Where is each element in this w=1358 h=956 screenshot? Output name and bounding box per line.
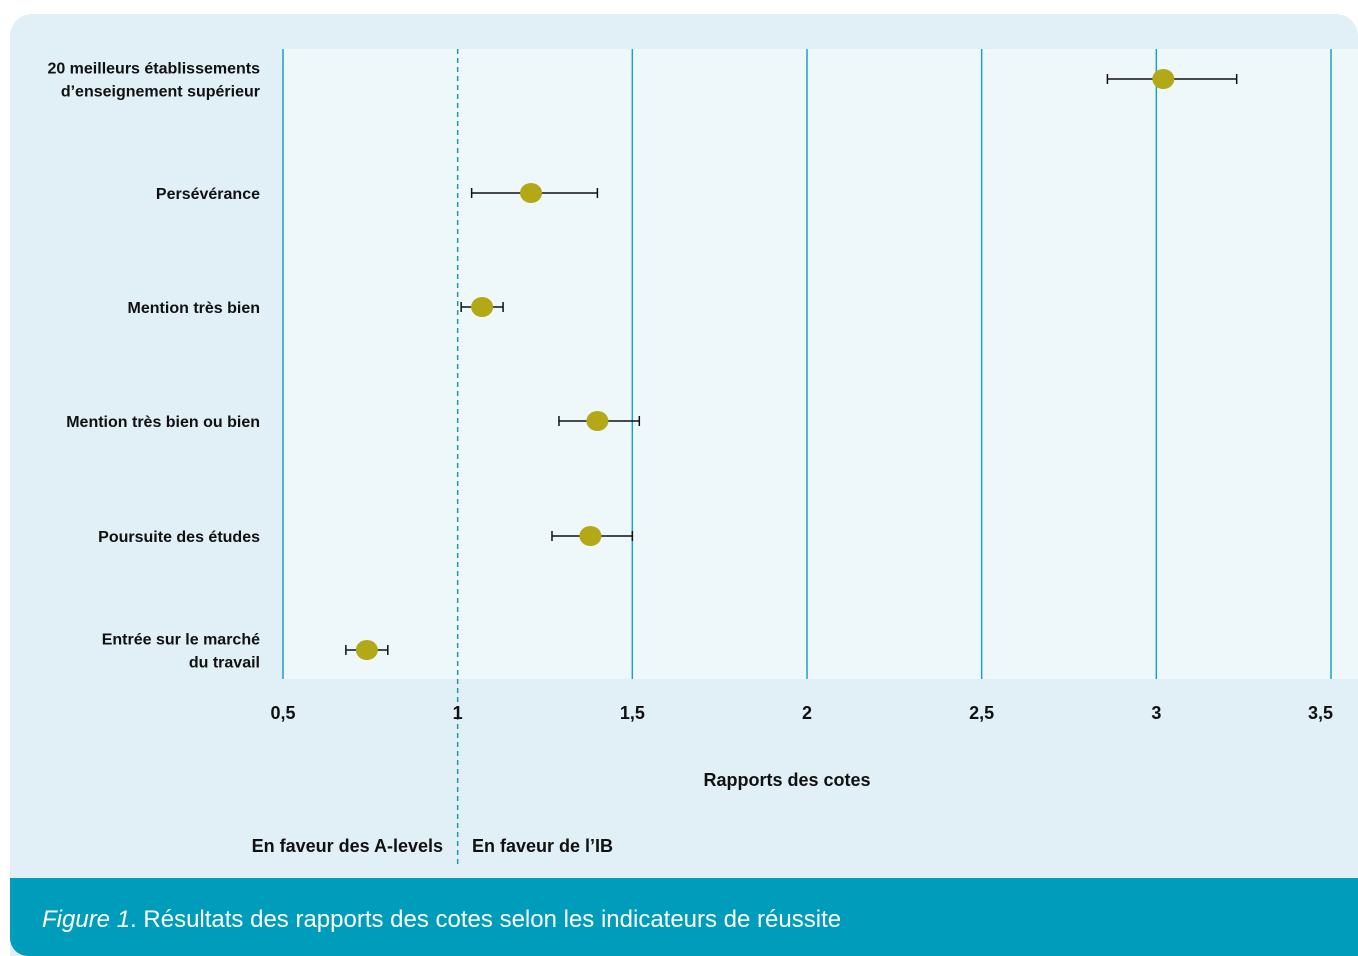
category-label-line: Mention très bien: [128, 300, 260, 317]
category-label: 20 meilleurs établissements d’enseignemen…: [47, 61, 260, 101]
x-tick-label: 3,5: [1308, 703, 1333, 723]
category-label-line: Entrée sur le marché: [102, 632, 260, 649]
category-label-line: Persévérance: [156, 186, 260, 203]
data-point: [345, 640, 389, 660]
data-point: [551, 526, 634, 546]
x-tick-label: 1: [453, 703, 463, 723]
data-point: [558, 411, 641, 431]
point-marker: [586, 411, 609, 431]
x-tick-label: 3: [1151, 703, 1161, 723]
category-label-line: d’enseignement supérieur: [61, 84, 260, 101]
category-label: Mention très bien ou bien: [66, 414, 260, 431]
caption-text: Figure 1. Résultats des rapports des cot…: [42, 906, 841, 934]
caption-body: . Résultats des rapports des cotes selon…: [130, 906, 842, 933]
category-label: Entrée sur le marché du travail: [102, 632, 260, 672]
figure-caption: Figure 1. Résultats des rapports des cot…: [10, 878, 1358, 956]
category-label-line: 20 meilleurs établissements: [47, 61, 260, 78]
category-label: Persévérance: [156, 186, 260, 203]
data-point: [1106, 69, 1238, 89]
x-tick-labels: 0,5 1 1,5 2 2,5 3 3,5: [270, 703, 1333, 723]
point-marker: [520, 183, 543, 203]
category-label-line: Mention très bien ou bien: [66, 414, 260, 431]
figure-card: 20 meilleurs établissements d’enseignemen…: [10, 14, 1358, 956]
point-marker: [1152, 69, 1175, 89]
left-annotation: En faveur des A-levels: [252, 836, 443, 856]
point-marker: [471, 297, 494, 317]
forest-plot: 20 meilleurs établissements d’enseignemen…: [47, 49, 1358, 864]
x-tick-label: 1,5: [620, 703, 645, 723]
category-label-line: Poursuite des études: [98, 529, 260, 546]
category-label-line: du travail: [189, 655, 260, 672]
data-point: [470, 183, 599, 203]
plot-area: [283, 49, 1358, 679]
caption-figure-label: Figure 1: [42, 906, 131, 933]
x-tick-label: 0,5: [270, 703, 295, 723]
point-marker: [579, 526, 602, 546]
point-marker: [355, 640, 378, 660]
x-axis-label: Rapports des cotes: [703, 770, 870, 790]
category-labels: 20 meilleurs établissements d’enseignemen…: [47, 61, 260, 672]
right-annotation: En faveur de l’IB: [472, 836, 613, 856]
category-label: Mention très bien: [128, 300, 260, 317]
x-tick-label: 2,5: [969, 703, 994, 723]
x-tick-label: 2: [802, 703, 812, 723]
category-label: Poursuite des études: [98, 529, 260, 546]
data-point: [460, 297, 504, 317]
data-points: [345, 69, 1238, 660]
gridlines: [282, 49, 1332, 679]
